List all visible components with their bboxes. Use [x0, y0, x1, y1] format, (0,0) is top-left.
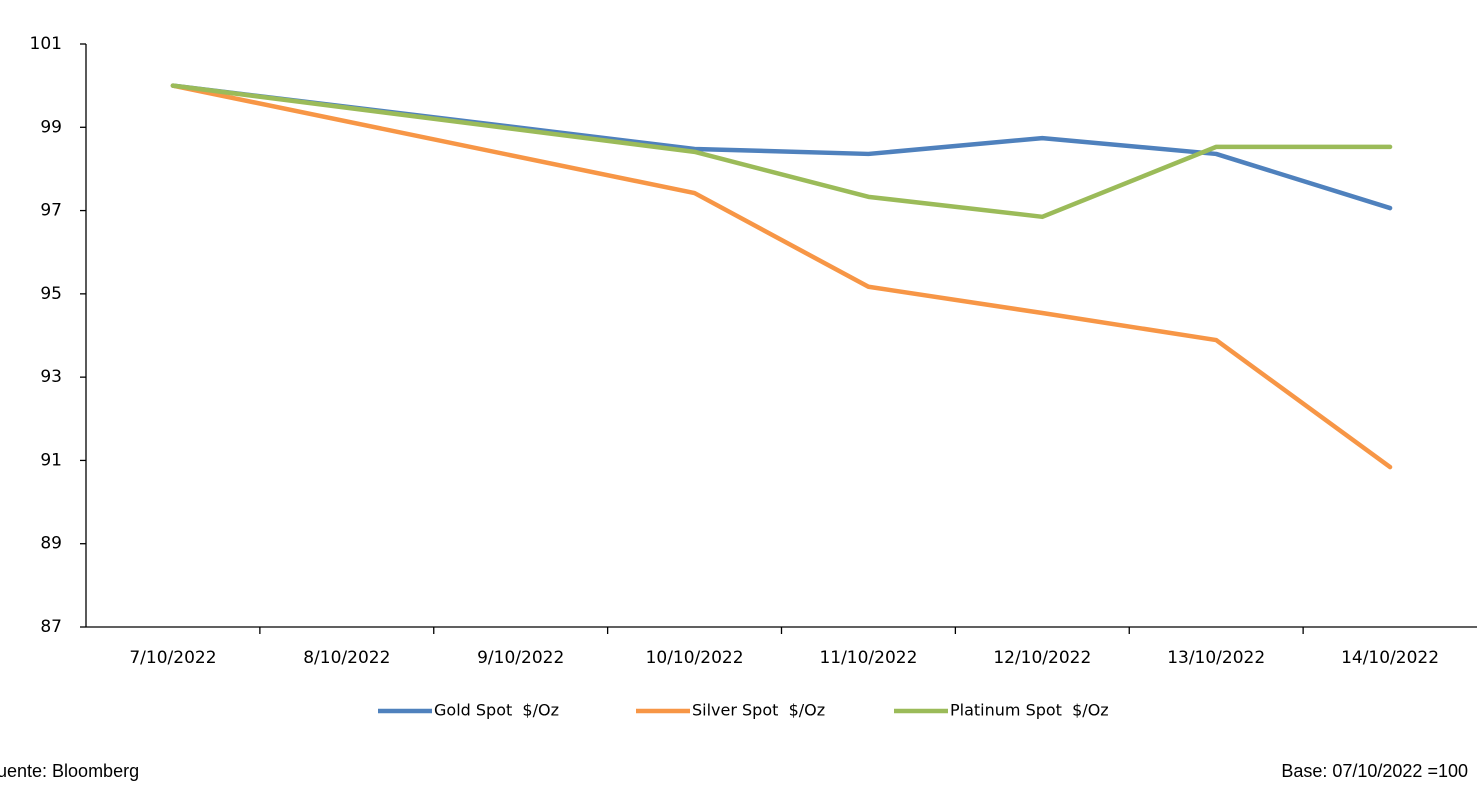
x-tick-label: 8/10/2022: [303, 648, 390, 668]
x-tick-label: 14/10/2022: [1341, 648, 1439, 668]
y-tick-label: 97: [40, 201, 62, 221]
line-series: [170, 83, 1393, 220]
line-series: [170, 83, 1393, 211]
y-tick-label: 101: [30, 34, 62, 54]
x-tick-label: 9/10/2022: [477, 648, 564, 668]
source: Fuente: Bloomberg: [0, 761, 139, 781]
y-tick-label: 91: [40, 450, 62, 470]
line-series: [170, 83, 1393, 470]
note: Base: 07/10/2022 =100: [1281, 761, 1468, 781]
x-tick-label: 10/10/2022: [646, 648, 744, 668]
y-tick-label: 99: [40, 117, 62, 137]
x-tick-label: 11/10/2022: [819, 648, 917, 668]
y-tick-label: 87: [40, 617, 62, 637]
y-tick-label: 93: [40, 367, 62, 387]
legend-label: Platinum Spot $/Oz: [950, 701, 1109, 720]
legend-label: Gold Spot $/Oz: [434, 701, 559, 720]
legend-label: Silver Spot $/Oz: [692, 701, 825, 720]
x-tick-label: 7/10/2022: [129, 648, 216, 668]
y-tick-label: 95: [40, 284, 62, 304]
x-tick-label: 13/10/2022: [1167, 648, 1265, 668]
x-tick-label: 12/10/2022: [993, 648, 1091, 668]
y-tick-label: 89: [40, 534, 62, 554]
